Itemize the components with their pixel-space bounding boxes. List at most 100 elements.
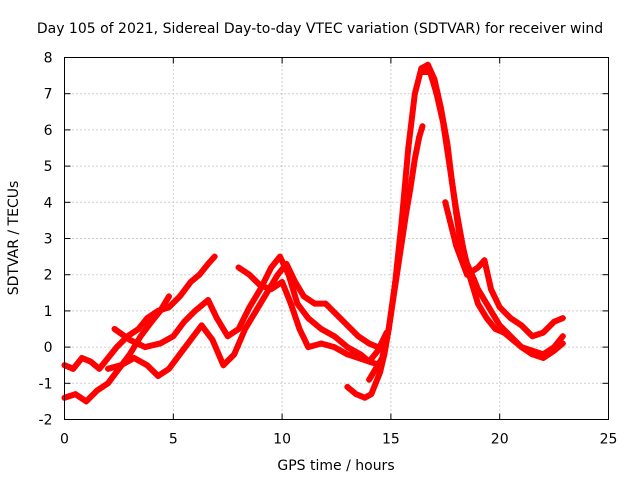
x-tick-label: 10 — [273, 432, 291, 448]
data-point-marker — [474, 300, 481, 307]
axis-ticks: 0 5 10 15 20 25 -2 -1 0 1 2 3 4 5 6 7 8 — [39, 51, 618, 448]
data-point-marker — [474, 264, 481, 271]
data-point-marker — [176, 293, 183, 300]
data-point-marker — [420, 68, 427, 75]
data-point-marker — [366, 340, 373, 347]
data-point-marker — [509, 336, 516, 343]
y-tick-label: -2 — [39, 413, 53, 429]
data-point-marker — [453, 242, 460, 249]
data-point-marker — [481, 257, 488, 264]
data-point-marker — [344, 383, 351, 390]
data-point-marker — [187, 278, 194, 285]
data-point-marker — [481, 297, 488, 304]
data-point-marker — [165, 365, 172, 372]
data-point-marker — [333, 311, 340, 318]
data-point-marker — [279, 278, 286, 285]
data-point-marker — [181, 318, 188, 325]
data-point-marker — [366, 358, 373, 365]
data-point-marker — [96, 365, 103, 372]
data-point-marker — [492, 326, 499, 332]
data-point-marker — [366, 376, 373, 383]
data-point-marker — [276, 253, 283, 260]
data-point-marker — [287, 300, 294, 307]
y-axis-label: SDTVAR / TECUs — [6, 181, 22, 296]
series-track-a — [61, 253, 218, 372]
data-point-marker — [126, 351, 133, 358]
data-point-marker — [220, 362, 227, 369]
data-point-marker — [113, 344, 120, 351]
series-trace — [105, 260, 381, 380]
x-tick-label: 20 — [491, 432, 509, 448]
data-point-marker — [144, 315, 151, 322]
data-point-marker — [368, 391, 375, 398]
data-point-marker — [268, 264, 275, 271]
data-point-marker — [209, 336, 216, 343]
data-point-marker — [300, 293, 307, 300]
data-point-marker — [105, 380, 112, 387]
data-point-marker — [483, 315, 490, 322]
data-point-marker — [385, 326, 392, 332]
data-point-marker — [453, 206, 460, 213]
data-point-marker — [78, 354, 85, 361]
data-point-marker — [235, 326, 242, 332]
data-point-marker — [118, 362, 125, 369]
data-point-marker — [377, 369, 384, 376]
data-point-marker — [355, 333, 362, 340]
data-point-marker — [427, 68, 434, 75]
data-point-marker — [224, 333, 231, 340]
data-point-marker — [294, 300, 301, 307]
data-point-marker — [318, 340, 325, 347]
x-axis-label: GPS time / hours — [277, 458, 394, 474]
series-track-c — [105, 260, 381, 380]
data-point-marker — [205, 297, 212, 304]
y-tick-label: 1 — [44, 304, 53, 320]
y-tick-label: 2 — [44, 268, 53, 284]
y-tick-label: 3 — [44, 232, 53, 248]
y-tick-label: 6 — [44, 123, 53, 139]
data-point-marker — [155, 373, 162, 380]
data-point-marker — [355, 354, 362, 361]
series-trace — [111, 253, 384, 369]
series-track-i — [442, 199, 566, 340]
x-tick-label: 25 — [600, 432, 618, 448]
data-point-marker — [411, 155, 418, 162]
data-point-marker — [70, 365, 77, 372]
data-point-marker — [487, 307, 494, 314]
data-point-marker — [540, 354, 547, 361]
data-point-marker — [242, 326, 249, 332]
data-point-marker — [344, 344, 351, 351]
data-point-marker — [235, 264, 242, 271]
data-point-marker — [322, 300, 329, 307]
data-point-marker — [551, 318, 558, 325]
data-point-marker — [170, 333, 177, 340]
data-point-marker — [157, 340, 164, 347]
data-point-marker — [518, 322, 525, 329]
data-point-marker — [192, 307, 199, 314]
data-point-marker — [196, 271, 203, 278]
data-point-marker — [464, 271, 471, 278]
data-point-marker — [148, 318, 155, 325]
data-point-marker — [551, 347, 558, 354]
data-point-marker — [459, 242, 466, 249]
data-point-marker — [442, 199, 449, 206]
y-tick-label: -1 — [39, 376, 53, 392]
data-point-marker — [165, 304, 172, 311]
data-point-marker — [398, 217, 405, 224]
series-track-h — [420, 68, 566, 361]
data-point-marker — [361, 394, 368, 401]
data-point-marker — [111, 326, 118, 332]
data-point-marker — [344, 351, 351, 358]
data-point-marker — [372, 365, 379, 372]
y-tick-label: 5 — [44, 159, 53, 175]
series-trace — [442, 199, 566, 340]
data-point-marker — [372, 380, 379, 387]
y-tick-label: 7 — [44, 87, 53, 103]
data-point-marker — [318, 326, 325, 332]
data-point-marker — [311, 300, 318, 307]
data-point-marker — [529, 333, 536, 340]
data-point-marker — [411, 90, 418, 97]
data-point-marker — [518, 344, 525, 351]
data-point-marker — [407, 184, 414, 191]
data-point-marker — [105, 365, 112, 372]
data-point-marker — [231, 351, 238, 358]
